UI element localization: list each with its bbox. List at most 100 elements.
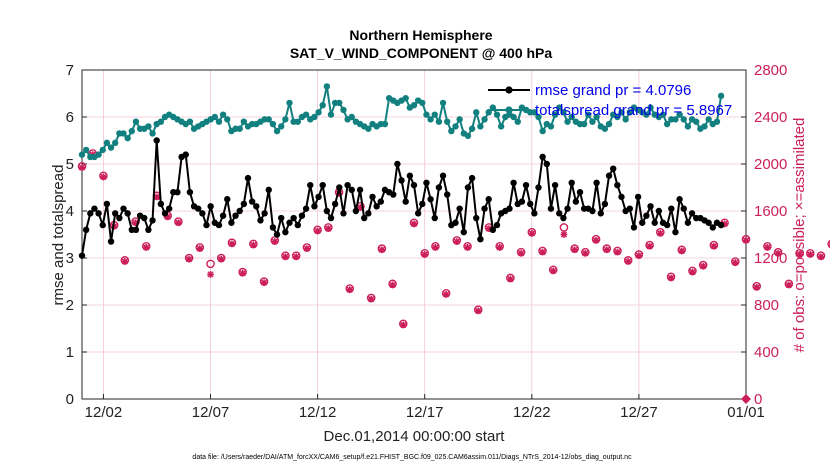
obs-assimilated-point <box>132 219 139 227</box>
obs-assimilated-point <box>731 259 739 267</box>
obs-assimilated-point <box>389 281 396 289</box>
series-point-rmse <box>269 224 277 231</box>
series-point-rmse <box>460 228 467 236</box>
series-point-totalspread <box>717 92 725 100</box>
series-point-totalspread <box>531 109 538 116</box>
series-point-rmse <box>116 214 123 222</box>
obs-possible-point <box>206 259 215 269</box>
series-point-totalspread <box>435 118 443 125</box>
series-point-rmse <box>663 221 671 229</box>
series-point-rmse <box>186 189 194 196</box>
series-point-rmse <box>103 200 111 208</box>
obs-assimilated-point <box>196 245 204 252</box>
line-series <box>78 83 725 259</box>
series-point-rmse <box>199 210 206 217</box>
series-point-totalspread <box>410 102 418 109</box>
series-point-rmse <box>651 219 658 226</box>
series-point-totalspread <box>269 120 277 128</box>
series-point-rmse <box>655 207 663 215</box>
obs-assimilated-point <box>314 227 322 235</box>
series-point-totalspread <box>286 99 293 107</box>
series-point-totalspread <box>448 127 455 135</box>
obs-assimilated-point <box>721 220 728 228</box>
series-point-totalspread <box>365 125 372 132</box>
obs-assimilated-point <box>378 246 386 254</box>
data-file-footer: data file: /Users/raeder/DAI/ATM_forcXX/… <box>192 454 632 461</box>
series-point-rmse <box>236 207 243 215</box>
series-point-totalspread <box>535 113 542 121</box>
series-point-rmse <box>228 219 235 226</box>
series-point-rmse <box>560 214 567 222</box>
obs-assimilated-point <box>367 295 375 303</box>
series-point-rmse <box>240 200 248 208</box>
series-point-totalspread <box>439 99 447 107</box>
obs-assimilated-point <box>539 248 546 256</box>
obs-assimilated-point <box>571 246 579 254</box>
series-point-rmse <box>352 207 360 215</box>
series-point-rmse <box>348 186 355 194</box>
series-point-rmse <box>331 200 339 208</box>
series-point-rmse <box>319 181 326 189</box>
series-point-rmse <box>365 210 372 217</box>
obs-assimilated-point <box>764 244 771 251</box>
series-point-totalspread <box>294 118 301 125</box>
series-point-rmse <box>165 205 173 212</box>
x-tick-label: 12/07 <box>192 404 230 421</box>
series-point-totalspread <box>219 111 227 118</box>
obs-assimilated-point <box>678 247 686 255</box>
obs-assimilated-point <box>506 275 514 283</box>
series-point-totalspread <box>468 125 476 132</box>
series-point-rmse <box>564 205 571 212</box>
series-point-totalspread <box>315 109 322 116</box>
obs-assimilated-point <box>635 252 643 260</box>
series-point-totalspread <box>580 120 588 128</box>
series-point-totalspread <box>551 111 559 118</box>
series-point-rmse <box>556 210 563 217</box>
series-point-rmse <box>435 184 443 191</box>
obs-assimilated-point <box>217 255 225 263</box>
y-tick-label: 1 <box>66 344 74 361</box>
series-point-totalspread <box>473 109 480 116</box>
series-point-totalspread <box>82 146 90 154</box>
series-point-rmse <box>518 198 526 205</box>
series-point-rmse <box>605 172 613 179</box>
series-point-rmse <box>705 219 712 226</box>
series-point-rmse <box>112 210 119 217</box>
series-point-rmse <box>473 214 480 222</box>
series-point-totalspread <box>614 113 621 121</box>
series-point-totalspread <box>585 111 592 118</box>
obs-assimilated-point <box>699 262 707 270</box>
series-point-totalspread <box>560 109 567 116</box>
legend-label-rmse: rmse grand pr = 4.0796 <box>535 82 691 99</box>
series-point-rmse <box>124 210 131 217</box>
series-point-totalspread <box>132 118 140 125</box>
obs-assimilated-point <box>603 246 611 254</box>
series-point-totalspread <box>605 120 613 128</box>
series-point-rmse <box>639 219 646 226</box>
series-point-rmse <box>244 174 252 182</box>
series-point-rmse <box>527 200 534 208</box>
series-point-totalspread <box>149 130 156 137</box>
series-point-rmse <box>410 181 418 189</box>
obs-assimilated-point <box>142 244 150 251</box>
obs-assimilated-point <box>78 164 86 171</box>
series-point-rmse <box>373 203 380 210</box>
y-tick-label: 2 <box>66 297 74 314</box>
series-point-totalspread <box>419 99 426 107</box>
series-point-rmse <box>444 191 451 198</box>
series-line-rmse <box>81 139 722 256</box>
series-point-rmse <box>323 207 331 215</box>
series-point-rmse <box>477 236 484 243</box>
series-point-totalspread <box>278 123 285 130</box>
series-point-totalspread <box>311 113 318 121</box>
series-point-totalspread <box>705 116 712 123</box>
obs-assimilated-point <box>710 242 718 250</box>
legend-marker-rmse <box>505 86 513 94</box>
series-point-totalspread <box>672 116 679 123</box>
series-point-totalspread <box>431 111 438 118</box>
series-point-totalspread <box>224 116 231 123</box>
obs-assimilated-point <box>303 245 311 252</box>
series-point-totalspread <box>423 111 430 118</box>
obs-possible-point <box>827 239 830 248</box>
series-point-rmse <box>273 231 281 238</box>
